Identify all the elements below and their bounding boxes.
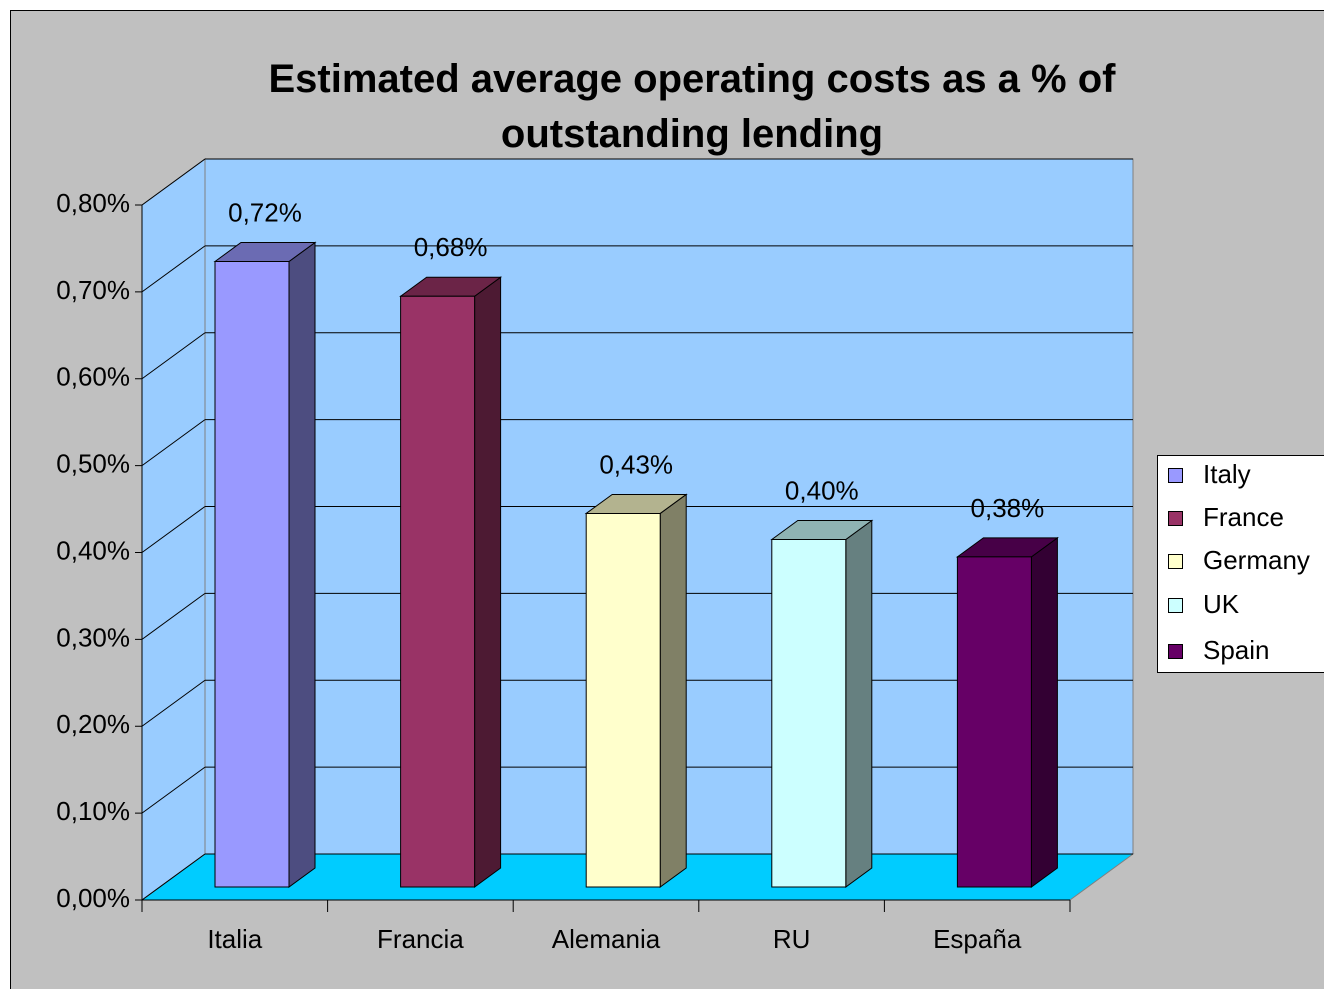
grid-line bbox=[141, 766, 206, 814]
grid-line bbox=[141, 853, 206, 901]
bar-side bbox=[1030, 536, 1058, 888]
grid-line bbox=[141, 332, 206, 380]
bar-side bbox=[845, 519, 873, 888]
grid-line bbox=[141, 679, 206, 727]
grid-line bbox=[141, 506, 206, 553]
y-tick-label: 0,70% bbox=[56, 275, 130, 305]
value-label: 0,38% bbox=[971, 493, 1045, 523]
legend-swatch bbox=[1168, 598, 1183, 613]
bar-front bbox=[771, 539, 847, 888]
bar bbox=[213, 241, 317, 888]
y-tick-label: 0,30% bbox=[56, 622, 130, 652]
y-tick-label: 0,80% bbox=[56, 188, 130, 218]
bar-front bbox=[214, 261, 290, 888]
bar-front bbox=[956, 556, 1032, 888]
bar bbox=[955, 536, 1059, 888]
legend-label: Italy bbox=[1203, 459, 1251, 489]
legend-swatch bbox=[1168, 554, 1183, 569]
bar-side bbox=[288, 241, 316, 888]
x-tick-label: Italia bbox=[207, 924, 262, 954]
grid-line bbox=[141, 245, 206, 293]
bar bbox=[584, 493, 688, 888]
y-tick-label: 0,40% bbox=[56, 535, 130, 565]
x-tick-label: Francia bbox=[377, 924, 464, 954]
bar bbox=[399, 276, 503, 888]
grid-line bbox=[141, 592, 206, 640]
grid-line bbox=[141, 158, 206, 206]
value-label: 0,68% bbox=[414, 232, 488, 262]
legend-swatch bbox=[1168, 511, 1183, 526]
legend bbox=[1157, 455, 1324, 673]
y-tick-label: 0,20% bbox=[56, 709, 130, 739]
y-tick-label: 0,60% bbox=[56, 362, 130, 392]
chart-title: Estimated average operating costs as a %… bbox=[268, 57, 1116, 156]
legend-swatch bbox=[1168, 644, 1183, 659]
y-tick-label: 0,00% bbox=[56, 883, 130, 913]
legend-label: France bbox=[1203, 502, 1284, 532]
y-tick-label: 0,10% bbox=[56, 796, 130, 826]
legend-label: Spain bbox=[1203, 635, 1270, 665]
bar-side bbox=[474, 276, 502, 888]
value-label: 0,72% bbox=[228, 197, 302, 227]
legend-swatch bbox=[1168, 468, 1183, 483]
x-tick-label: España bbox=[933, 924, 1022, 954]
legend-label: Germany bbox=[1203, 545, 1310, 575]
legend-label: UK bbox=[1203, 589, 1240, 619]
value-label: 0,43% bbox=[599, 449, 673, 479]
grid-line bbox=[141, 419, 206, 467]
bar bbox=[770, 519, 874, 888]
bar-front bbox=[400, 295, 476, 888]
x-tick-label: Alemania bbox=[552, 924, 661, 954]
bar-side bbox=[659, 493, 687, 888]
x-tick-label: RU bbox=[773, 924, 811, 954]
bar-front bbox=[585, 512, 661, 888]
value-label: 0,40% bbox=[785, 475, 859, 505]
y-tick-label: 0,50% bbox=[56, 449, 130, 479]
